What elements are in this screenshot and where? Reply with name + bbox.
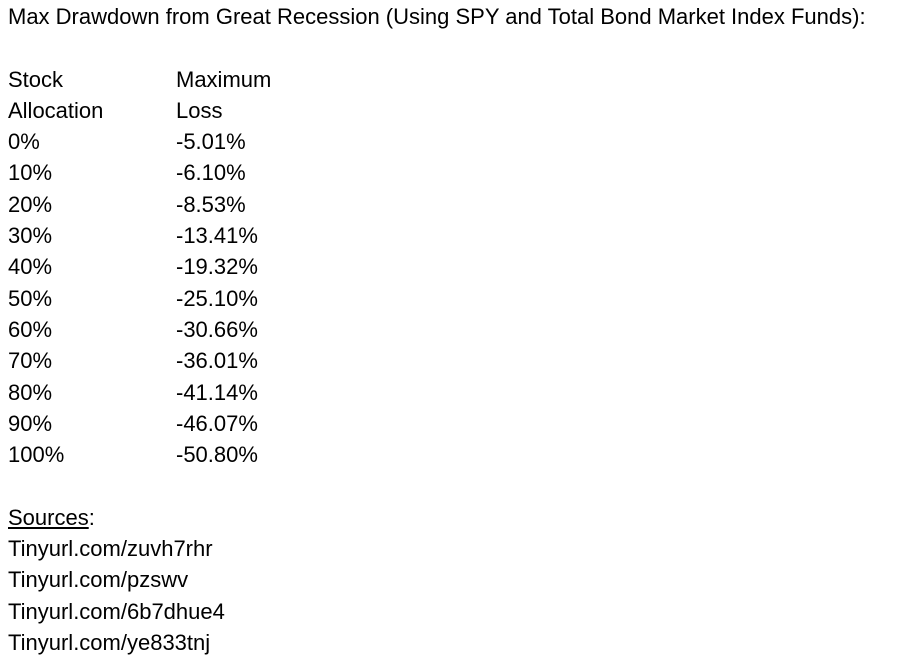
- table-body: 0% -5.01% 10% -6.10% 20% -8.53% 30% -13.41% 40% -…: [8, 126, 913, 470]
- stock-allocation-cell: 80%: [8, 379, 53, 405]
- maximum-loss-cell: -50.80%: [176, 442, 258, 468]
- document-title: Max Drawdown from Great Recession (Using…: [8, 4, 866, 29]
- stock-allocation-cell: 20%: [8, 191, 53, 217]
- maximum-loss-cell: -41.14%: [176, 379, 258, 405]
- stock-allocation-cell: 50%: [8, 285, 53, 311]
- maximum-loss-cell: -36.01%: [176, 348, 258, 374]
- table-row: 10% -6.10%: [8, 157, 913, 188]
- sources-heading: Sources:: [8, 502, 913, 533]
- blank-line: [8, 470, 913, 501]
- stock-allocation-cell: 40%: [8, 254, 53, 280]
- table-row: 50% -25.10%: [8, 283, 913, 314]
- stock-allocation-cell: 100%: [8, 442, 65, 468]
- table-row: 40% -19.32%: [8, 251, 913, 282]
- blank-line: [8, 32, 913, 63]
- stock-allocation-cell: 60%: [8, 316, 53, 342]
- sources-colon: :: [88, 504, 95, 530]
- maximum-loss-cell: -6.10%: [176, 160, 246, 186]
- maximum-loss-cell: -8.53%: [176, 191, 246, 217]
- stock-allocation-cell: 10%: [8, 160, 53, 186]
- table-row: 80% -41.14%: [8, 377, 913, 408]
- maximum-loss-cell: -13.41%: [176, 223, 258, 249]
- table-row: 100% -50.80%: [8, 439, 913, 470]
- sources-list: Tinyurl.com/zuvh7rhr Tinyurl.com/pzswv Tin…: [8, 533, 913, 658]
- sources-label: Sources: [8, 504, 89, 530]
- table-row: 30% -13.41%: [8, 220, 913, 251]
- stock-allocation-cell: 90%: [8, 410, 53, 436]
- table-row: 20% -8.53%: [8, 189, 913, 220]
- stock-allocation-cell: 0%: [8, 129, 40, 155]
- table-row: 90% -46.07%: [8, 408, 913, 439]
- document: Max Drawdown from Great Recession (Using…: [8, 1, 913, 658]
- table-row: 0% -5.01%: [8, 126, 913, 157]
- source-link: Tinyurl.com/ye833tnj: [8, 629, 211, 655]
- source-link: Tinyurl.com/zuvh7rhr: [8, 536, 213, 562]
- header-stock: Stock: [8, 66, 64, 92]
- header-allocation: Allocation: [8, 97, 104, 123]
- maximum-loss-cell: -25.10%: [176, 285, 258, 311]
- stock-allocation-cell: 30%: [8, 223, 53, 249]
- maximum-loss-cell: -46.07%: [176, 410, 258, 436]
- maximum-loss-cell: -19.32%: [176, 254, 258, 280]
- table-row: 60% -30.66%: [8, 314, 913, 345]
- header-loss: Loss: [176, 97, 223, 123]
- maximum-loss-cell: -5.01%: [176, 129, 246, 155]
- drawdown-table: Stock Maximum Allocation Loss 0% -5.01% 10…: [8, 64, 913, 471]
- table-row: 70% -36.01%: [8, 345, 913, 376]
- source-link: Tinyurl.com/pzswv: [8, 567, 189, 593]
- stock-allocation-cell: 70%: [8, 348, 53, 374]
- source-link: Tinyurl.com/6b7dhue4: [8, 598, 225, 624]
- table-header-row: Allocation Loss: [8, 95, 913, 126]
- table-header-row: Stock Maximum: [8, 64, 913, 95]
- maximum-loss-cell: -30.66%: [176, 316, 258, 342]
- header-maximum: Maximum: [176, 66, 272, 92]
